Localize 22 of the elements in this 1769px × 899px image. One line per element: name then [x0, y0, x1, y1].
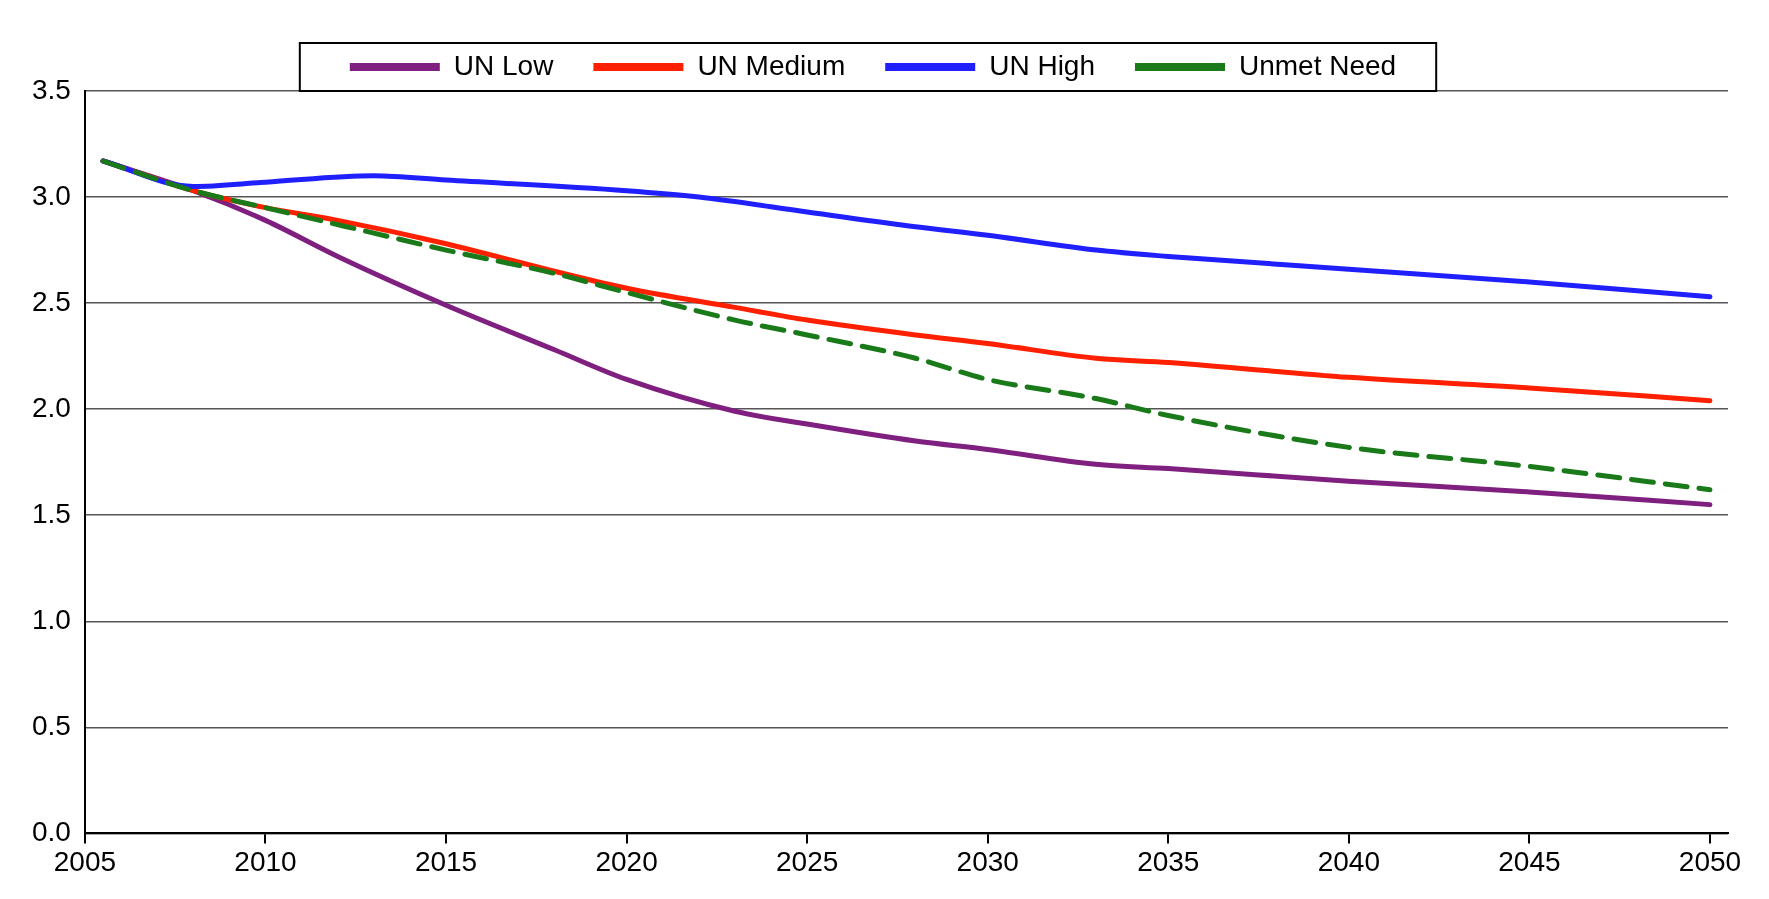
- x-tick-label: 2035: [1137, 845, 1200, 877]
- x-tick-label: 2020: [595, 845, 658, 877]
- x-tick-label: 2010: [234, 845, 297, 877]
- y-tick-label: 2.5: [31, 285, 71, 317]
- y-tick-label: 1.5: [31, 497, 71, 529]
- x-tick-label: 2050: [1678, 845, 1742, 877]
- y-tick-label: 3.0: [31, 179, 71, 211]
- x-tick-label: 2015: [414, 845, 478, 877]
- y-tick-label: 0.5: [31, 710, 71, 742]
- x-tick-label: 2030: [956, 845, 1019, 877]
- x-tick-label: 2025: [776, 845, 839, 877]
- x-tick-label: 2045: [1498, 845, 1561, 877]
- legend-label: UN High: [989, 49, 1096, 81]
- y-tick-label: 1.0: [31, 604, 71, 635]
- x-tick-label: 2005: [53, 845, 117, 877]
- x-tick-label: 2040: [1317, 845, 1380, 877]
- legend-label: Unmet Need: [1239, 49, 1397, 81]
- y-tick-label: 3.5: [31, 73, 71, 105]
- legend-label: UN Low: [453, 49, 555, 81]
- y-tick-label: 2.0: [31, 391, 71, 423]
- legend-label: UN Medium: [697, 49, 846, 81]
- y-tick-label: 0.0: [31, 816, 71, 848]
